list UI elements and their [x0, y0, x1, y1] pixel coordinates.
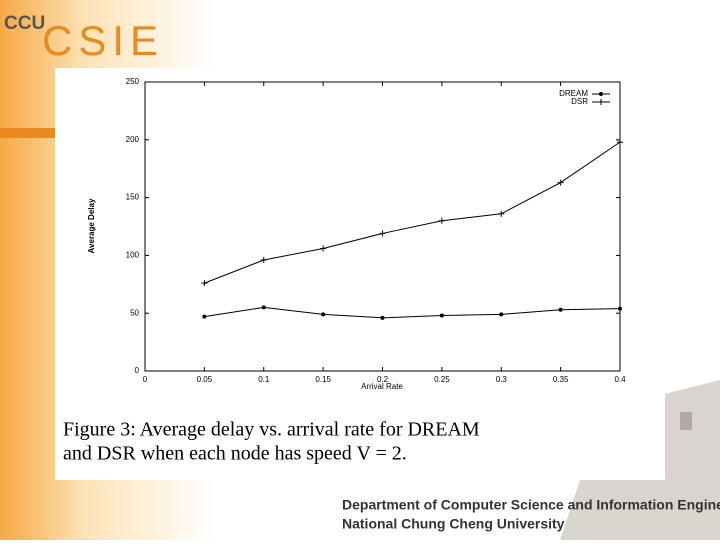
footer-line: Department of Computer Science and Infor… [342, 497, 720, 513]
x-tick-label: 0.25 [434, 375, 450, 384]
data-point [202, 314, 207, 319]
x-tick-label: 0.05 [197, 375, 213, 384]
x-axis-label: Arrival Rate [361, 382, 403, 391]
x-tick-label: 0.4 [614, 375, 626, 384]
x-tick-label: 0.1 [258, 375, 270, 384]
y-axis-label: Average Delay [87, 198, 96, 253]
data-point [439, 313, 444, 318]
caption-line: Figure 3: Average delay vs. arrival rate… [63, 419, 480, 441]
x-tick-label: 0.15 [315, 375, 331, 384]
series-line [204, 306, 621, 319]
legend-label: DSR [571, 97, 588, 106]
x-tick-label: 0.35 [553, 375, 569, 384]
data-point [201, 280, 208, 287]
footer-line: National Chung Cheng University [342, 516, 565, 532]
x-tick-label: 0 [143, 375, 148, 384]
data-point [438, 217, 445, 224]
x-tick-label: 0.2 [377, 375, 389, 384]
data-point [498, 210, 505, 217]
data-point [260, 257, 267, 264]
legend-marker [598, 99, 604, 105]
series-line [204, 141, 621, 284]
legend-label: DREAM [559, 89, 588, 98]
y-tick-label: 0 [135, 366, 140, 375]
y-tick-label: 150 [126, 193, 140, 202]
logo-big: CSIE [42, 17, 164, 64]
data-point [499, 312, 504, 317]
logo-small: CCU [4, 13, 45, 34]
y-tick-label: 250 [126, 77, 140, 86]
chart-panel [55, 68, 665, 480]
legend-marker [599, 92, 603, 96]
data-point [558, 307, 563, 312]
data-point [618, 306, 622, 311]
data-point [320, 245, 327, 252]
y-tick-label: 100 [126, 251, 140, 260]
data-point [380, 315, 385, 320]
y-tick-label: 200 [126, 135, 140, 144]
data-point [557, 179, 564, 186]
x-tick-label: 0.3 [496, 375, 508, 384]
caption-line: and DSR when each node has speed V = 2. [63, 443, 407, 465]
accent-bar [0, 128, 60, 138]
data-point [379, 230, 386, 237]
data-point [261, 305, 266, 310]
data-point [321, 312, 326, 317]
y-tick-label: 50 [130, 308, 139, 317]
data-point [617, 139, 623, 146]
